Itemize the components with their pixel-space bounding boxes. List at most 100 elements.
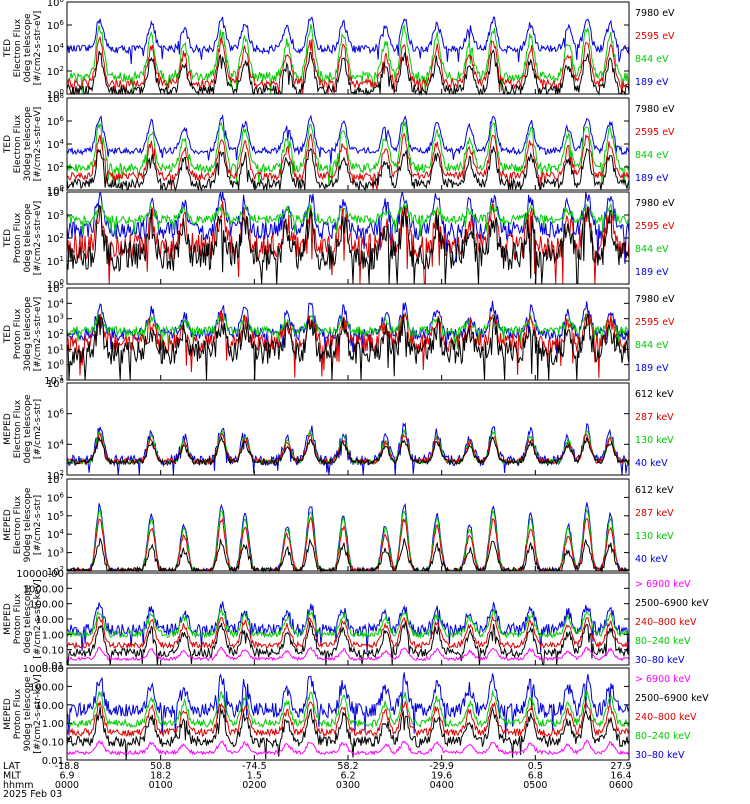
x-axis-date: 2025 Feb 03 [3,789,62,800]
panel-1-ytick-label: 102 [47,65,64,78]
panel-7-series-3 [66,616,630,650]
panel-5-ylabel: MEPEDElectron Flux0deg telescope[#/cm2-s… [3,394,43,464]
panel-7-legend-2: 2500–6900 keV [635,598,709,609]
x-axis-hhmm-value: 0500 [523,780,547,791]
panel-8-legend-2: 2500–6900 keV [635,693,709,704]
panel-4-ytick-label: 102 [47,328,64,341]
panel-3-series-4 [66,204,630,285]
panel-1-ytick-label: 108 [47,0,64,9]
x-axis-mlt-value: 16.4 [610,771,631,782]
panel-1-series-3 [66,35,630,95]
panel-8-ytick-label: 1000.00 [23,664,64,675]
x-axis-hhmm-value: 0000 [55,780,79,791]
x-axis-mlt-value: 1.5 [247,771,262,782]
panel-4-legend-1: 7980 eV [635,294,675,305]
panel-1-ytick-label: 106 [47,19,65,32]
x-axis-labels: LAT -18.8 50.8 -74.5 58.2 -29.9 0.5 27.9 MLT 6.9 1… [3,761,633,800]
panel-2-legend-4: 189 eV [635,173,669,184]
panel-3-legend-2: 2595 eV [635,221,675,232]
panel-5-legend-4: 40 keV [635,458,668,469]
x-axis-mlt-value: 6.9 [59,771,74,782]
panel-3-series-2 [66,202,630,237]
panel-7-legend-5: 30–80 keV [635,655,685,666]
x-axis-lat-value: 0.5 [528,761,543,772]
panel-7-series-1 [66,601,630,653]
panel-4-series-2 [66,313,630,350]
panel-7-ytick-label: 100.00 [29,600,64,611]
panel-6-ytick-label: 106 [47,491,65,504]
panel-5-ytick-label: 104 [47,438,65,451]
panel-6-ytick-label: 107 [47,473,64,486]
panel-6-legend-1: 612 keV [635,485,674,496]
x-axis-lat-value: 50.8 [150,761,171,772]
panel-7-series-2 [66,608,630,640]
panel-8-ytick-label: 0.10 [42,738,64,749]
x-axis-hhmm-value: 0200 [242,780,266,791]
panel-7-ytick-label: 0.01 [42,661,64,672]
panel-4-ytick-label: 101 [47,343,64,356]
panel-7-legend-3: 240–800 keV [635,617,697,628]
x-axis-row-label-hhmm: hhmm [3,780,34,791]
panel-2-ytick-label: 106 [47,115,65,128]
panel-4-ytick-label: 103 [47,313,64,326]
panel-1-legend-1: 7980 eV [635,8,675,19]
panel-8-series-3 [66,700,630,738]
panel-4-ytick-label: 105 [47,282,64,295]
x-axis-lat-value: -74.5 [242,761,267,772]
panel-2-legend-1: 7980 eV [635,104,675,115]
panel-3-legend-3: 844 eV [635,244,669,255]
x-axis-mlt-value: 6.8 [528,771,543,782]
panel-8-ytick-label: 0.01 [42,756,64,767]
panel-4-legend-2: 2595 eV [635,317,675,328]
panel-6-ytick-label: 105 [47,510,64,523]
x-axis-row-label-lat: LAT [3,761,20,772]
panel-1-ylabel: TEDElectron Flux0deg telescope[#/cm2-s-s… [3,11,43,86]
panel-7-ytick-label: 1000.00 [23,584,64,595]
panel-5-ytick-label: 106 [47,408,65,421]
panel-7-series-5 [66,646,630,662]
panel-7-ytick-label: 10.00 [35,615,64,626]
panel-4-series-1 [66,300,630,355]
panel-8-ytick-label: 100.00 [29,682,64,693]
panel-1-legend-3: 844 eV [635,54,669,65]
panel-1-legend-4: 189 eV [635,77,669,88]
panel-6-ylabel: MEPEDElectron Flux90deg telescope[#/cm2-… [3,487,43,562]
panel-3-legend-1: 7980 eV [635,198,675,209]
panel-8-legend-3: 240–800 keV [635,712,697,723]
panel-2-ylabel: TEDElectron Flux30deg telescope[#/cm2-s-… [3,106,43,181]
panel-6-legend-4: 40 keV [635,554,668,565]
panel-6-ytick-label: 104 [47,528,65,541]
panel-3-ytick-label: 102 [47,232,64,245]
panel-5-legend-3: 130 keV [635,435,674,446]
panel-4-series-4 [66,313,630,381]
panel-2-ytick-label: 104 [47,138,65,151]
panel-7-legend-1: > 6900 keV [635,579,691,590]
panel-8-series-2 [66,690,630,729]
panel-2-legend-3: 844 eV [635,150,669,161]
panel-3-legend-4: 189 eV [635,267,669,278]
x-axis-row-label-mlt: MLT [3,771,21,782]
panel-2-series-4 [66,146,630,192]
panel-1-series-2 [66,24,630,95]
panel-8-ytick-label: 1.00 [42,719,64,730]
panel-7-ytick-label: 10000.00 [16,569,64,580]
x-axis-hhmm-value: 0600 [609,780,633,791]
panel-4-legend-3: 844 eV [635,340,669,351]
x-axis-lat-value: 58.2 [337,761,358,772]
panel-7-series-4 [66,620,630,666]
x-axis-lat-value: 27.9 [610,761,631,772]
panel-1-legend-2: 2595 eV [635,31,675,42]
panel-8-legend-4: 80–240 keV [635,731,691,742]
panel-3-ytick-label: 104 [47,186,65,199]
x-axis-lat-value: -29.9 [429,761,454,772]
panel-7-ytick-label: 1.00 [42,630,64,641]
panel-8: 0.01 0.10 1.00 10.00 100.00 1000.00MEPEDProto… [3,664,709,767]
